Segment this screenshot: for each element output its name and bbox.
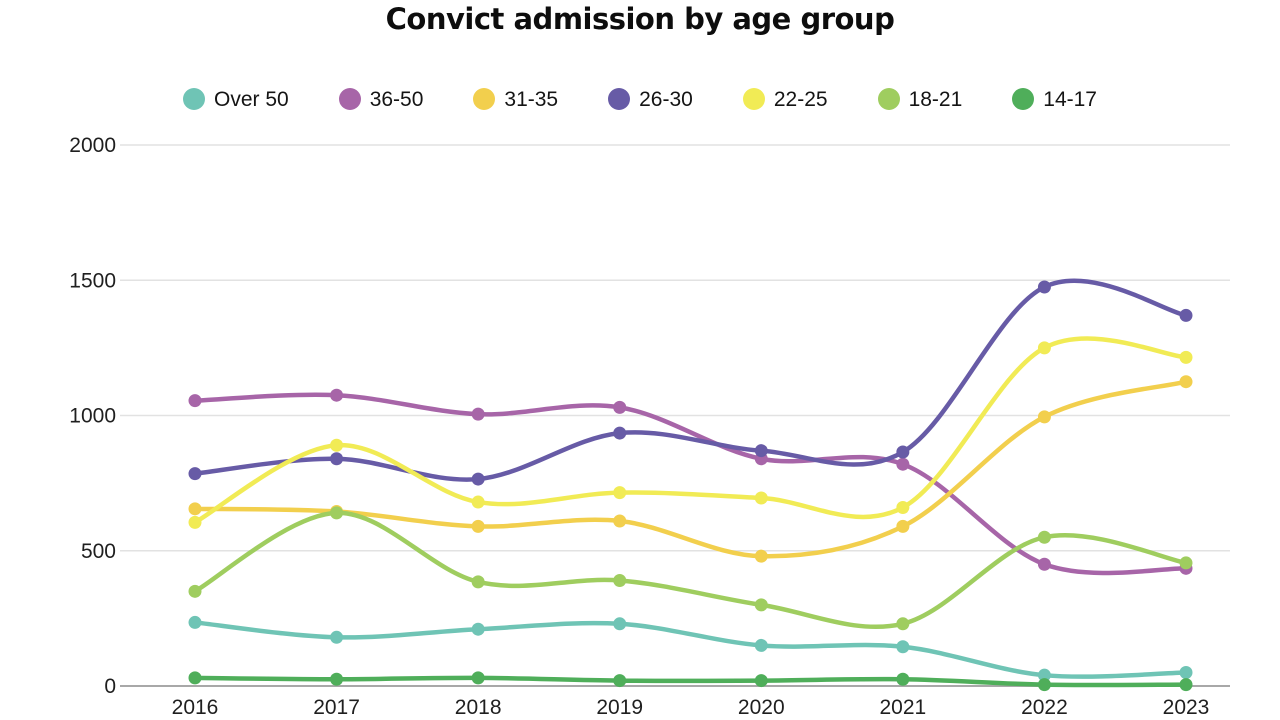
data-point-36-50 [330, 388, 344, 402]
y-tick-label: 0 [104, 675, 116, 698]
chart-title: Convict admission by age group [385, 2, 895, 36]
x-tick-label: 2019 [596, 696, 643, 719]
data-point-18-21 [471, 575, 485, 589]
data-point-22-25 [188, 515, 202, 529]
legend-label-over-50: Over 50 [213, 87, 289, 111]
data-point-14-17 [754, 674, 768, 688]
data-point-26-30 [896, 445, 910, 459]
data-point-26-30 [1179, 308, 1193, 322]
data-point-14-17 [1037, 678, 1051, 692]
series-line-26-30 [192, 278, 1189, 482]
data-point-over-50 [1037, 668, 1051, 682]
legend-item-36-50[interactable]: 36-50 [338, 87, 424, 111]
data-point-18-21 [1179, 556, 1193, 570]
data-point-31-35 [188, 502, 202, 516]
chart-legend: Over 50 36-50 31-35 26-30 22-25 18-21 14-17 [0, 88, 1280, 110]
data-point-26-30 [188, 467, 202, 481]
legend-label-31-35: 31-35 [504, 87, 559, 111]
legend-swatch-22-25 [742, 88, 765, 110]
series-line-22-25 [192, 336, 1189, 525]
data-point-14-17 [330, 672, 344, 686]
series-line-36-50 [192, 392, 1189, 576]
legend-item-31-35[interactable]: 31-35 [473, 88, 558, 110]
legend-label-26-30: 26-30 [639, 87, 693, 111]
data-point-36-50 [613, 400, 627, 414]
data-point-22-25 [471, 495, 485, 509]
data-point-31-35 [1179, 375, 1193, 389]
data-point-36-50 [896, 457, 910, 471]
x-tick-label: 2020 [738, 696, 785, 719]
data-point-over-50 [754, 638, 768, 652]
data-point-22-25 [613, 486, 627, 500]
data-point-31-35 [896, 519, 910, 533]
data-point-31-35 [754, 549, 768, 563]
data-point-36-50 [1037, 557, 1051, 571]
legend-item-22-25[interactable]: 22-25 [742, 87, 828, 111]
data-point-over-50 [1179, 665, 1193, 679]
data-point-18-21 [613, 574, 627, 588]
data-point-over-50 [188, 615, 202, 629]
data-point-18-21 [896, 617, 910, 631]
x-tick-label: 2016 [172, 696, 219, 719]
series-line-over-50 [192, 620, 1189, 679]
x-tick-label: 2017 [313, 696, 360, 719]
legend-label-36-50: 36-50 [369, 87, 424, 111]
data-point-31-35 [1037, 410, 1051, 424]
legend-swatch-26-30 [608, 88, 631, 110]
y-tick-label: 2000 [69, 134, 116, 157]
data-point-over-50 [471, 622, 485, 636]
series-line-14-17 [192, 675, 1189, 688]
data-point-26-30 [471, 472, 485, 486]
legend-item-over-50[interactable]: Over 50 [182, 87, 289, 111]
x-tick-label: 2022 [1021, 696, 1068, 719]
legend-label-14-17: 14-17 [1043, 87, 1097, 111]
data-point-18-21 [188, 584, 202, 598]
series-line-18-21 [192, 510, 1189, 629]
data-point-14-17 [613, 674, 627, 688]
legend-label-22-25: 22-25 [773, 87, 828, 111]
x-tick-label: 2018 [455, 696, 502, 719]
legend-swatch-over-50 [182, 88, 205, 110]
legend-swatch-18-21 [877, 88, 900, 110]
data-point-18-21 [330, 506, 344, 520]
y-tick-label: 500 [81, 540, 116, 563]
data-point-22-25 [330, 438, 344, 452]
legend-label-18-21: 18-21 [908, 87, 963, 111]
data-point-36-50 [188, 394, 202, 408]
data-point-36-50 [471, 407, 485, 421]
legend-item-26-30[interactable]: 26-30 [608, 88, 693, 110]
data-point-14-17 [1179, 678, 1193, 692]
data-point-31-35 [613, 514, 627, 528]
data-point-26-30 [330, 452, 344, 466]
y-tick-label: 1500 [69, 269, 116, 292]
data-point-22-25 [896, 500, 910, 514]
data-point-18-21 [754, 598, 768, 612]
legend-swatch-31-35 [473, 88, 496, 110]
data-point-22-25 [1179, 350, 1193, 364]
legend-item-14-17[interactable]: 14-17 [1012, 88, 1097, 110]
data-point-31-35 [471, 519, 485, 533]
data-point-over-50 [896, 640, 910, 654]
data-point-over-50 [330, 630, 344, 644]
legend-item-18-21[interactable]: 18-21 [877, 87, 963, 111]
data-point-26-30 [613, 426, 627, 440]
data-point-22-25 [754, 491, 768, 505]
series-line-31-35 [192, 379, 1189, 559]
x-tick-label: 2021 [879, 696, 926, 719]
y-tick-label: 1000 [69, 405, 116, 428]
x-tick-label: 2023 [1163, 696, 1210, 719]
data-point-over-50 [613, 617, 627, 631]
data-point-14-17 [896, 672, 910, 686]
data-point-14-17 [471, 671, 485, 685]
data-point-22-25 [1037, 341, 1051, 355]
data-point-26-30 [754, 444, 768, 458]
legend-swatch-14-17 [1012, 88, 1035, 110]
data-point-18-21 [1037, 530, 1051, 544]
legend-swatch-36-50 [338, 88, 361, 110]
data-point-14-17 [188, 671, 202, 685]
data-point-26-30 [1037, 280, 1051, 294]
